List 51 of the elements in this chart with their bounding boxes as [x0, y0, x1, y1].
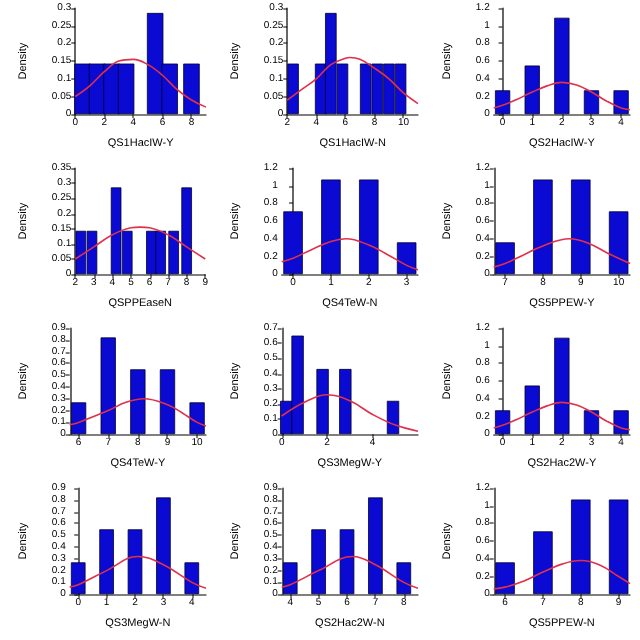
- line-series: [68, 398, 207, 427]
- line-series: [280, 238, 419, 271]
- bar: [554, 337, 570, 435]
- line-series: [74, 226, 207, 260]
- line-series: [492, 81, 631, 111]
- bar: [613, 90, 629, 115]
- bar: [495, 562, 515, 595]
- line-series: [68, 555, 207, 590]
- bar: [156, 497, 171, 595]
- line-series: [280, 555, 419, 590]
- bar: [127, 529, 143, 595]
- line-series: [492, 238, 631, 268]
- bar: [494, 410, 511, 435]
- bar: [283, 211, 303, 275]
- bar: [533, 179, 553, 275]
- line-series: [492, 559, 631, 590]
- bar: [571, 499, 591, 595]
- bar: [339, 368, 352, 435]
- line-series: [74, 58, 207, 108]
- bar: [608, 211, 629, 275]
- bar: [321, 179, 341, 275]
- bar: [533, 531, 553, 595]
- bar: [583, 90, 600, 115]
- bar: [524, 65, 540, 115]
- bar: [316, 368, 329, 435]
- bar: [494, 90, 511, 115]
- bar: [583, 410, 600, 435]
- line-series: [492, 401, 631, 431]
- bar: [396, 562, 412, 595]
- bar: [554, 17, 570, 115]
- bar: [100, 337, 116, 435]
- bar: [70, 402, 87, 435]
- bar: [396, 242, 417, 275]
- bar: [613, 410, 629, 435]
- bar: [524, 385, 540, 435]
- bar: [339, 529, 355, 595]
- bar: [311, 529, 326, 595]
- bar: [495, 242, 515, 275]
- bar: [571, 179, 591, 275]
- bar: [189, 402, 205, 435]
- bar: [70, 562, 86, 595]
- bar: [130, 369, 146, 435]
- bar: [608, 499, 629, 595]
- bar: [368, 497, 383, 595]
- bar: [386, 400, 400, 435]
- bar: [159, 369, 176, 435]
- bar: [184, 562, 200, 595]
- bar: [99, 529, 114, 595]
- line-series: [286, 56, 419, 105]
- bar: [359, 179, 379, 275]
- bar: [282, 562, 298, 595]
